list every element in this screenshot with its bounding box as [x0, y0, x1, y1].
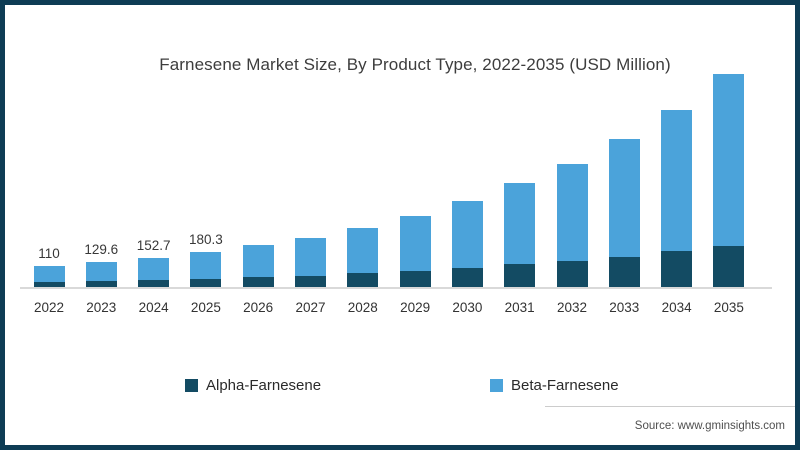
- bar-2023: [85, 261, 117, 287]
- x-axis-line: [20, 287, 772, 289]
- legend-swatch-beta-icon: [490, 379, 503, 392]
- bar-2034: [661, 109, 693, 287]
- bar-2035: [713, 73, 745, 287]
- bar-2029: [399, 215, 431, 287]
- chart-title: Farnesene Market Size, By Product Type, …: [159, 55, 671, 74]
- bar-2035-beta-segment: [713, 73, 745, 247]
- bar-2023-beta-segment: [85, 261, 117, 281]
- bar-2033-alpha-segment: [608, 256, 640, 287]
- legend-item-alpha-farnesene: Alpha-Farnesene: [185, 377, 321, 394]
- bar-2030-beta-segment: [451, 201, 483, 269]
- source-divider: [545, 406, 795, 407]
- bar-2031-alpha-segment: [504, 264, 536, 287]
- bar-2025-beta-segment: [190, 252, 222, 279]
- source-attribution: Source: www.gminsights.com: [634, 420, 785, 432]
- bar-2032-alpha-segment: [556, 260, 588, 287]
- bar-2034-beta-segment: [661, 109, 693, 252]
- bar-2022-beta-segment: [33, 265, 65, 282]
- bar-2022-alpha-segment: [33, 281, 65, 287]
- x-tick-2028: 2028: [347, 300, 378, 315]
- x-tick-2032: 2032: [556, 300, 588, 315]
- bar-2027: [295, 237, 326, 287]
- x-tick-2031: 2031: [504, 300, 535, 315]
- x-tick-2027: 2027: [295, 300, 326, 315]
- legend-label-beta: Beta-Farnesene: [511, 377, 619, 394]
- legend-item-beta-farnesene: Beta-Farnesene: [490, 377, 619, 394]
- bar-2029-alpha-segment: [399, 270, 431, 287]
- x-tick-2033: 2033: [609, 300, 640, 315]
- bar-2026: [242, 244, 274, 287]
- bar-2024-alpha-segment: [138, 279, 170, 287]
- bar-2028-alpha-segment: [347, 273, 379, 287]
- bar-2029-beta-segment: [399, 215, 431, 271]
- bar-2027-beta-segment: [295, 237, 326, 276]
- value-label-2022: 110: [38, 245, 60, 261]
- bar-2031-beta-segment: [504, 182, 536, 265]
- bar-2025-alpha-segment: [190, 278, 222, 287]
- bar-2027-alpha-segment: [295, 275, 326, 287]
- bar-2023-alpha-segment: [85, 280, 117, 287]
- bar-2030: [451, 201, 483, 287]
- x-tick-2026: 2026: [243, 300, 274, 315]
- bar-2026-alpha-segment: [242, 277, 274, 287]
- value-label-2024: 152.7: [136, 237, 171, 253]
- x-tick-2023: 2023: [86, 300, 117, 315]
- bar-2032-beta-segment: [556, 163, 588, 261]
- legend-swatch-alpha-icon: [185, 379, 198, 392]
- bar-2025: [190, 252, 222, 287]
- value-label-2025: 180.3: [188, 232, 223, 248]
- x-tick-2025: 2025: [190, 300, 221, 315]
- bar-2035-alpha-segment: [713, 246, 745, 287]
- x-tick-2034: 2034: [661, 300, 692, 315]
- bar-2024: [138, 257, 170, 287]
- bar-2033: [608, 138, 640, 287]
- x-tick-2024: 2024: [138, 300, 169, 315]
- bar-2028: [347, 227, 379, 287]
- x-tick-2030: 2030: [452, 300, 483, 315]
- bar-2030-alpha-segment: [451, 268, 483, 287]
- bar-2032: [556, 163, 588, 287]
- bar-2024-beta-segment: [138, 257, 170, 280]
- x-tick-2029: 2029: [400, 300, 431, 315]
- bar-2028-beta-segment: [347, 227, 379, 274]
- legend-label-alpha: Alpha-Farnesene: [206, 377, 322, 394]
- bar-2026-beta-segment: [242, 244, 274, 278]
- value-label-2023: 129.6: [84, 241, 119, 257]
- x-tick-2035: 2035: [713, 300, 744, 315]
- bar-2034-alpha-segment: [661, 251, 693, 287]
- x-tick-2022: 2022: [33, 300, 65, 315]
- bar-2022: [33, 265, 65, 287]
- bar-2031: [504, 182, 536, 287]
- bar-2033-beta-segment: [608, 138, 640, 257]
